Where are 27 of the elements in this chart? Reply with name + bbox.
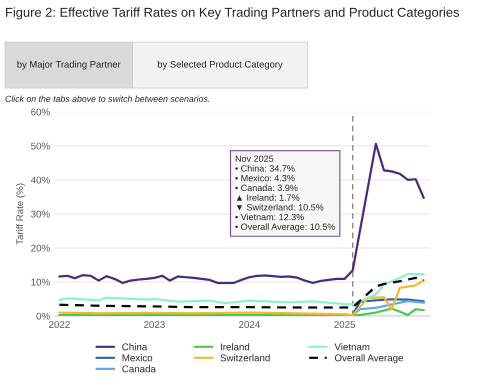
y-tick-label: 0%: [36, 312, 50, 320]
text: by Major Trading Partner: [17, 60, 121, 70]
chart-title: Figure 2: Effective Tariff Rates on Key Trading Partners and Product Categories: [6, 7, 460, 20]
y-tick-label: 30%: [31, 210, 50, 218]
line-series: [58, 307, 425, 316]
legend-label: Canada: [122, 365, 156, 372]
x-tick-label: 2022: [49, 321, 70, 328]
text: by Selected Product Category: [158, 60, 283, 70]
line-series: [58, 142, 425, 284]
y-axis-title: Tariff Rate (%): [16, 184, 26, 245]
legend-label: Switzerland: [220, 354, 270, 362]
legend-label: China: [122, 343, 148, 350]
x-tick-label: 2023: [144, 321, 165, 328]
legend-label: Vietnam: [334, 343, 370, 350]
legend-label: Mexico: [122, 354, 152, 362]
y-tick-label: 10%: [31, 278, 50, 286]
y-tick-label: 50%: [31, 142, 50, 150]
line-series: [58, 279, 425, 316]
y-tick-label: 40%: [30, 176, 50, 184]
legend-label: Ireland: [220, 343, 250, 350]
annotation: Nov 2025 • China: 34.7% • Mexico: 4.3% • Canada: 3.9% ▲ Ireland: 1.7% ▼ Switzerland: 10.5% • Vietnam: 12.3% • Overall Average: 10.5%: [235, 155, 336, 232]
x-tick-label: 2024: [239, 321, 260, 328]
x-tick-label: 2025: [334, 321, 356, 328]
y-tick-label: 60%: [31, 108, 50, 116]
y-tick-label: 20%: [31, 244, 50, 252]
legend-label: Overall Average: [334, 354, 404, 364]
chart-subtitle: Click on the tabs above to switch between scenarios.: [5, 96, 210, 102]
